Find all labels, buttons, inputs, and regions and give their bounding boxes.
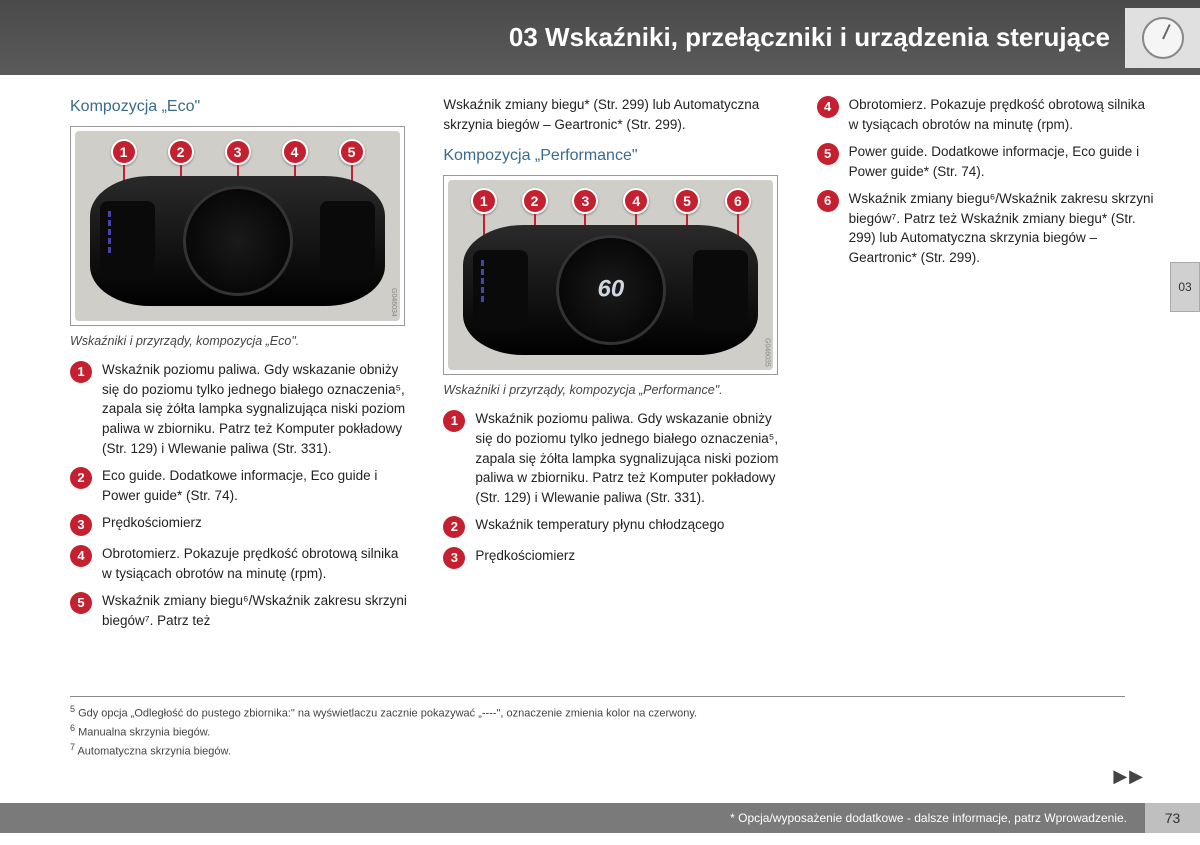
callout-number: 6 — [725, 188, 751, 214]
list-item: 1 Wskaźnik poziomu paliwa. Gdy wskazanie … — [70, 360, 408, 458]
continue-marks: ▶▶ — [1113, 766, 1145, 787]
footer: * Opcja/wyposażenie dodatkowe - dalsze i… — [0, 803, 1200, 833]
list-item: 6 Wskaźnik zmiany biegu⁶/Wskaźnik zakresu… — [817, 189, 1155, 267]
fuel-gauge-area — [100, 201, 155, 281]
callout-number: 5 — [674, 188, 700, 214]
callout-number: 3 — [572, 188, 598, 214]
list-item: 3 Prędkościomierz — [70, 513, 408, 536]
gear-indicator-area — [320, 201, 375, 281]
list-item: 3 Prędkościomierz — [443, 546, 781, 569]
list-item: 2 Wskaźnik temperatury płynu chłodzącego — [443, 515, 781, 538]
content-columns: Kompozycja „Eco" 12345 G046034 Wskaźniki… — [70, 95, 1155, 639]
image-code: G046035 — [761, 338, 771, 367]
item-badge: 3 — [443, 547, 465, 569]
chapter-tab: 03 — [1170, 262, 1200, 312]
item-text: Wskaźnik zmiany biegu⁶/Wskaźnik zakresu … — [849, 189, 1155, 267]
chapter-title: 03 Wskaźniki, przełączniki i urządzenia … — [509, 22, 1110, 53]
list-item: 4 Obrotomierz. Pokazuje prędkość obrotową… — [70, 544, 408, 583]
list-item: 2 Eco guide. Dodatkowe informacje, Eco gu… — [70, 466, 408, 505]
footer-note: * Opcja/wyposażenie dodatkowe - dalsze i… — [0, 803, 1145, 833]
list-item: 5 Power guide. Dodatkowe informacje, Eco … — [817, 142, 1155, 181]
item-text: Obrotomierz. Pokazuje prędkość obrotową … — [102, 544, 408, 583]
item-badge: 6 — [817, 190, 839, 212]
page-number: 73 — [1145, 803, 1200, 833]
callout-number: 2 — [168, 139, 194, 165]
speedometer: 60 — [556, 235, 666, 345]
gear-indicator-area — [693, 250, 748, 330]
image-code: G046034 — [388, 288, 398, 317]
list-item: 5 Wskaźnik zmiany biegu⁶/Wskaźnik zakresu… — [70, 591, 408, 630]
performance-figure: 123456 60 G046035 — [443, 175, 778, 375]
performance-items-list: 1 Wskaźnik poziomu paliwa. Gdy wskazanie … — [443, 409, 781, 569]
list-item: 1 Wskaźnik poziomu paliwa. Gdy wskazanie … — [443, 409, 781, 507]
performance-caption: Wskaźniki i przyrządy, kompozycja „Perfo… — [443, 381, 781, 399]
column-1: Kompozycja „Eco" 1 2 3 4 5 G046034 Wskaźniki… — [70, 95, 408, 639]
item-badge: 1 — [70, 361, 92, 383]
item-text: Obrotomierz. Pokazuje prędkość obrotową … — [849, 95, 1155, 134]
item-badge: 1 — [443, 410, 465, 432]
item-badge: 3 — [70, 514, 92, 536]
footnote-7: 7 Automatyczna skrzynia biegów. — [70, 741, 1125, 760]
item-badge: 4 — [70, 545, 92, 567]
column3-items-list: 4 Obrotomierz. Pokazuje prędkość obrotową… — [817, 95, 1155, 268]
item-badge: 5 — [817, 143, 839, 165]
callout-number: 5 — [339, 139, 365, 165]
item-text: Wskaźnik poziomu paliwa. Gdy wskazanie o… — [102, 360, 408, 458]
continuation-text: Wskaźnik zmiany biegu* (Str. 299) lub Au… — [443, 95, 781, 134]
column-3: 4 Obrotomierz. Pokazuje prędkość obrotową… — [817, 95, 1155, 639]
callout-number: 3 — [225, 139, 251, 165]
item-text: Prędkościomierz — [475, 546, 781, 569]
performance-dashboard-image: 123456 60 G046035 — [448, 180, 773, 370]
footnotes: 5 Gdy opcja „Odległość do pustego zbiorn… — [70, 696, 1125, 760]
item-text: Eco guide. Dodatkowe informacje, Eco gui… — [102, 466, 408, 505]
footnote-5: 5 Gdy opcja „Odległość do pustego zbiorn… — [70, 703, 1125, 722]
item-text: Prędkościomierz — [102, 513, 408, 536]
performance-title: Kompozycja „Performance" — [443, 144, 781, 167]
chapter-icon-box — [1125, 8, 1200, 68]
item-text: Wskaźnik zmiany biegu⁶/Wskaźnik zakresu … — [102, 591, 408, 630]
speed-display: 60 — [597, 273, 624, 308]
eco-items-list: 1 Wskaźnik poziomu paliwa. Gdy wskazanie … — [70, 360, 408, 630]
header-bar: 03 Wskaźniki, przełączniki i urządzenia … — [0, 0, 1200, 75]
callout-number: 1 — [111, 139, 137, 165]
eco-caption: Wskaźniki i przyrządy, kompozycja „Eco". — [70, 332, 408, 350]
fuel-gauge-area — [473, 250, 528, 330]
column-2: Wskaźnik zmiany biegu* (Str. 299) lub Au… — [443, 95, 781, 639]
item-badge: 5 — [70, 592, 92, 614]
speedometer — [183, 186, 293, 296]
callout-number: 1 — [471, 188, 497, 214]
item-badge: 4 — [817, 96, 839, 118]
eco-dashboard-image: 1 2 3 4 5 G046034 — [75, 131, 400, 321]
item-text: Power guide. Dodatkowe informacje, Eco g… — [849, 142, 1155, 181]
gauge-icon — [1142, 17, 1184, 59]
callout-number: 2 — [522, 188, 548, 214]
callout-number: 4 — [623, 188, 649, 214]
callout-number: 4 — [282, 139, 308, 165]
item-badge: 2 — [443, 516, 465, 538]
footnote-6: 6 Manualna skrzynia biegów. — [70, 722, 1125, 741]
item-text: Wskaźnik temperatury płynu chłodzącego — [475, 515, 781, 538]
item-text: Wskaźnik poziomu paliwa. Gdy wskazanie o… — [475, 409, 781, 507]
item-badge: 2 — [70, 467, 92, 489]
eco-figure: 1 2 3 4 5 G046034 — [70, 126, 405, 326]
eco-title: Kompozycja „Eco" — [70, 95, 408, 118]
list-item: 4 Obrotomierz. Pokazuje prędkość obrotową… — [817, 95, 1155, 134]
page: 03 Wskaźniki, przełączniki i urządzenia … — [0, 0, 1200, 845]
